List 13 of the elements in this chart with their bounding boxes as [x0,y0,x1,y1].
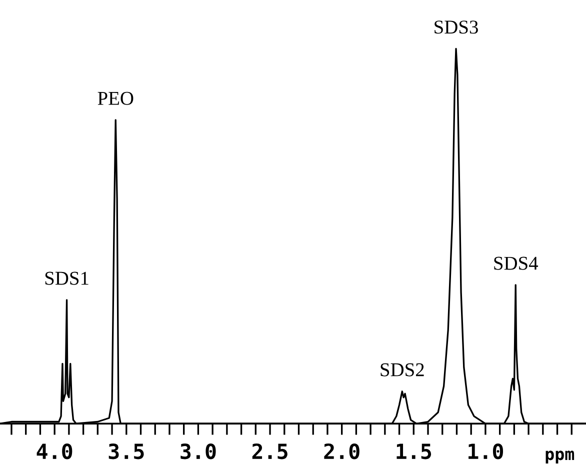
x-tick-label: 3.0 [180,443,216,460]
x-axis-title: ppm [546,450,574,464]
annotation: PEO [98,92,134,105]
x-tick-label: 1.5 [396,444,432,460]
annotation: SDS3 [434,20,478,34]
annotation: SDS1 [45,272,88,285]
x-tick-label: 4.0 [36,443,72,460]
annotation: SDS4 [494,256,538,270]
x-tick-label: 1.0 [468,443,504,460]
x-tick-label: 2.5 [252,443,288,460]
annotation: SDS2 [380,363,424,376]
x-tick-label: 3.5 [108,443,144,460]
x-tick-label: 2.0 [324,443,360,460]
